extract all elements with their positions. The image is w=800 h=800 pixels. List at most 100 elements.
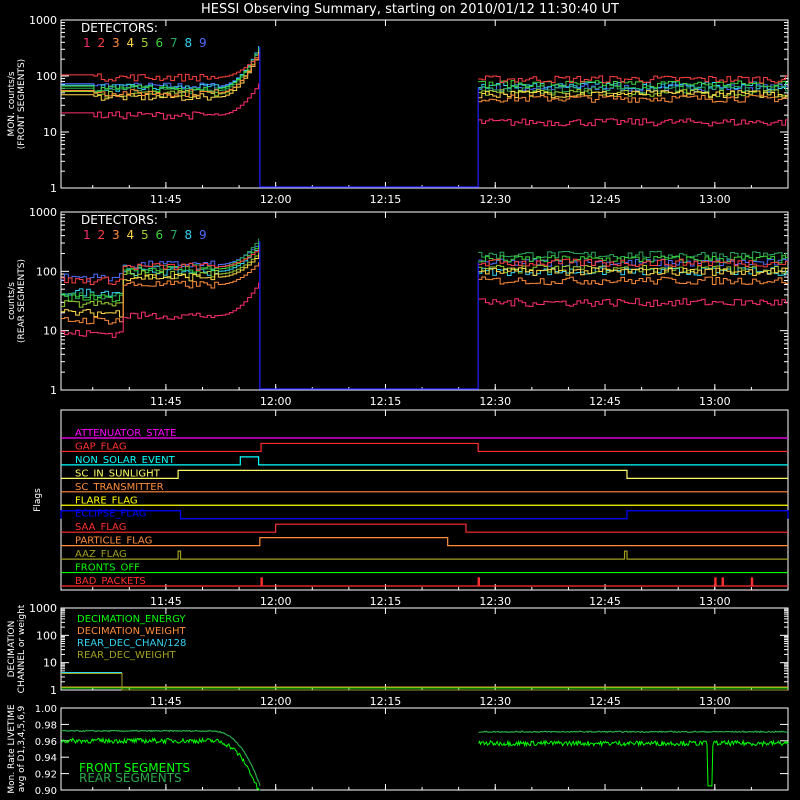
detector-1-line — [478, 298, 788, 307]
x-tick-label: 12:15 — [370, 193, 402, 206]
flag-label-flare-flag: FLARE_FLAG — [75, 495, 138, 506]
detector-6-line — [478, 80, 788, 89]
y-axis-label: Flags — [33, 488, 43, 512]
legend-item-7: 7 — [170, 36, 178, 50]
detector-6-line — [61, 47, 260, 93]
y-axis-label-line: CHANNEL or weight — [17, 604, 27, 693]
x-tick-label: 12:00 — [260, 395, 292, 408]
flag-line-particle-flag — [61, 537, 788, 547]
legend-item-5: 5 — [141, 36, 149, 50]
x-tick-label: 13:00 — [699, 695, 731, 708]
x-tick-label: 11:45 — [150, 695, 182, 708]
y-axis-label-line: MON. counts/s — [7, 71, 17, 136]
y-tick-label: 0.96 — [35, 737, 57, 748]
flag-label-gap-flag: GAP_FLAG — [75, 441, 127, 452]
y-axis-label-line: (FRONT SEGMENTS) — [17, 59, 27, 149]
detector-3-line — [61, 262, 260, 325]
detector-1-line — [478, 118, 788, 127]
detector-2-line — [61, 54, 260, 82]
legend-item-6: 6 — [156, 36, 164, 50]
legend-item-8: 8 — [185, 228, 193, 242]
y-tick-label: 10 — [43, 126, 57, 139]
panel-frame-0 — [60, 19, 789, 189]
y-tick-label: 1 — [50, 684, 57, 697]
flag-label-bad-packets: BAD_PACKETS — [75, 576, 146, 587]
flag-label-eclipse-flag: ECLIPSE_FLAG — [75, 509, 146, 520]
x-tick-label: 12:15 — [370, 595, 402, 608]
y-tick-label: 100 — [36, 629, 57, 642]
x-tick-label: 12:30 — [479, 595, 511, 608]
front-segments-line — [60, 736, 261, 791]
flag-line-non-solar-event — [61, 456, 788, 466]
legend-title: DETECTORS: — [81, 21, 158, 35]
x-tick-label: 11:45 — [150, 395, 182, 408]
legend-item-9: 9 — [199, 228, 207, 242]
legend-rear-dec-chan-128: REAR_DEC_CHAN/128 — [77, 638, 186, 649]
y-axis-label: counts/s (REAR SEGMENTS) — [7, 259, 27, 343]
y-tick-label: 1.00 — [35, 704, 57, 715]
x-tick-label: 12:15 — [370, 695, 402, 708]
y-tick-label: 0.92 — [35, 770, 57, 781]
y-tick-label: 1000 — [29, 14, 57, 27]
y-tick-label: 100 — [36, 265, 57, 278]
panel-frame-4 — [60, 707, 789, 791]
y-tick-label: 0.90 — [35, 786, 57, 797]
y-tick-label: 100 — [36, 70, 57, 83]
detector-2-line — [478, 75, 788, 84]
detector-7-line — [478, 250, 788, 260]
flag-label-fronts-off: FRONTS_OFF — [75, 563, 140, 574]
legend-item-4: 4 — [127, 228, 135, 242]
y-tick-label: 1 — [50, 384, 57, 397]
detector-4-line — [478, 90, 788, 99]
flag-label-aaz-flag: AAZ_FLAG — [75, 549, 127, 560]
plot-area: 11:45 12:00 12:15 12:30 12:45 13:00 1000 100 10 1… — [7, 14, 789, 797]
legend-item-5: 5 — [141, 228, 149, 242]
detector-5-line — [478, 89, 788, 98]
y-axis-label-line: counts/s — [7, 282, 17, 320]
detector-5-line — [61, 252, 260, 308]
legend-item-2: 2 — [98, 228, 106, 242]
front-segments-line — [478, 738, 789, 787]
flag-label-particle-flag: PARTICLE_FLAG — [75, 536, 152, 547]
flag-line-gap-flag — [61, 442, 788, 453]
legend-decimation-energy: DECIMATION_ENERGY — [77, 614, 186, 625]
figure-title: HESSI Observing Summary, starting on 201… — [201, 2, 619, 17]
detector-2-line — [61, 248, 260, 286]
y-axis-label-line: DECIMATION — [7, 621, 17, 678]
y-axis-label-line: (REAR SEGMENTS) — [17, 259, 27, 343]
x-tick-label: 12:45 — [589, 695, 621, 708]
legend-title: DETECTORS: — [81, 213, 158, 227]
legend-front-segments: FRONT SEGMENTS — [79, 761, 190, 775]
legend-item-4: 4 — [127, 36, 135, 50]
gap-baseline — [259, 241, 479, 390]
detector-3-line — [478, 276, 788, 286]
panel-frame-2 — [60, 409, 789, 591]
detector-4-line — [478, 267, 788, 276]
y-tick-label: 1000 — [29, 602, 57, 615]
rear-segments-line — [478, 730, 789, 734]
gap-baseline — [259, 46, 479, 188]
x-tick-label: 13:00 — [699, 395, 731, 408]
x-tick-label: 13:00 — [699, 193, 731, 206]
flag-line-aaz-flag — [61, 550, 788, 560]
x-tick-label: 11:45 — [150, 193, 182, 206]
legend-rear-dec-weight: REAR_DEC_WEIGHT — [77, 650, 176, 661]
legend-item-9: 9 — [199, 36, 207, 50]
x-tick-label: 12:45 — [589, 193, 621, 206]
x-tick-label: 12:00 — [260, 695, 292, 708]
flag-line-sc-in-sunlight — [61, 469, 788, 479]
x-tick-label: 12:45 — [589, 395, 621, 408]
legend-item-1: 1 — [83, 36, 91, 50]
detector-1-line — [61, 83, 260, 120]
legend-item-1: 1 — [83, 228, 91, 242]
legend-item-8: 8 — [185, 36, 193, 50]
y-axis-label: Mon. Rate LIVETIME avg of D1,3,4,5,6,9 — [7, 704, 27, 794]
rear-dec-weight-line — [61, 673, 788, 691]
y-tick-label: 0.94 — [35, 753, 57, 764]
legend-decimation-weight: DECIMATION_WEIGHT — [77, 626, 186, 637]
flag-line-eclipse-flag — [60, 510, 789, 520]
y-axis-label: MON. counts/s (FRONT SEGMENTS) — [7, 59, 27, 149]
flag-label-attenuator-state: ATTENUATOR_STATE — [75, 428, 176, 439]
x-tick-label: 11:45 — [150, 595, 182, 608]
